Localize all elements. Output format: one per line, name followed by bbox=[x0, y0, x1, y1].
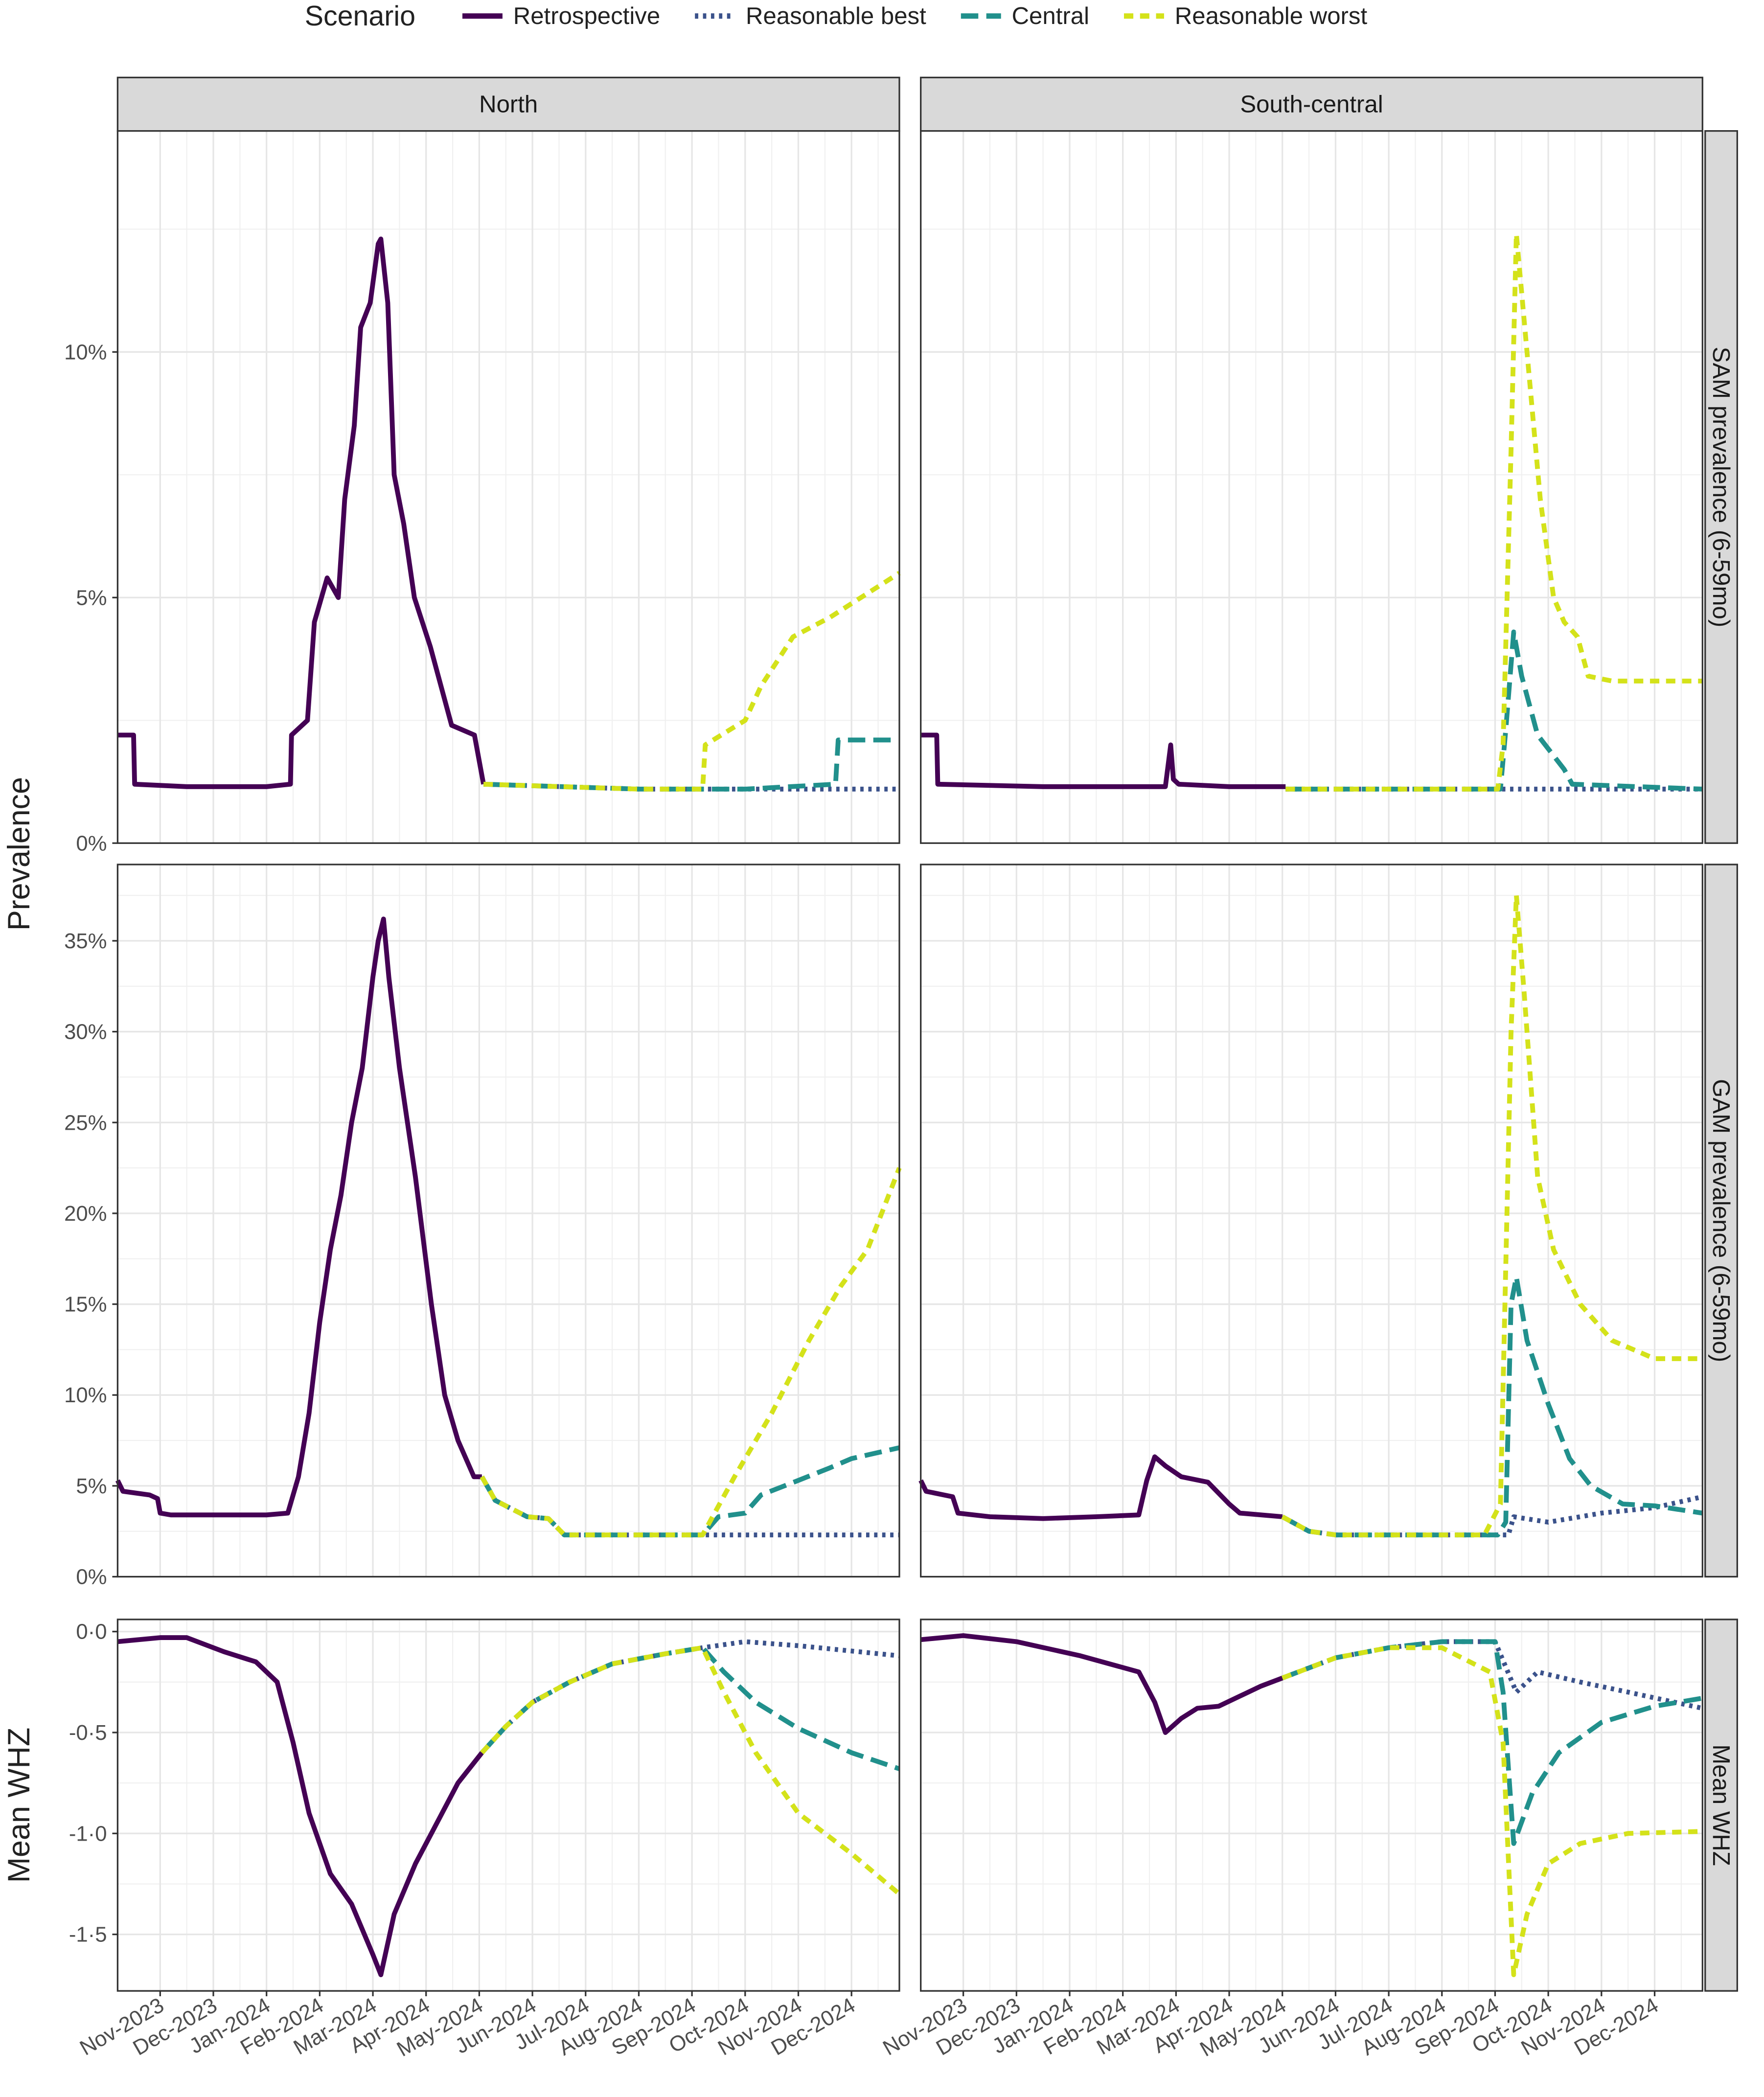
panel-background bbox=[117, 131, 900, 843]
strip-label: South-central bbox=[1240, 91, 1383, 117]
panel-background bbox=[117, 864, 900, 1577]
legend-title: Scenario bbox=[305, 0, 415, 32]
series-line bbox=[480, 1167, 902, 1538]
panel-border bbox=[116, 130, 900, 844]
panel bbox=[116, 1618, 901, 1992]
panel-border bbox=[920, 130, 1703, 844]
y-tick-label: 35% bbox=[64, 929, 107, 953]
panel bbox=[920, 1618, 1703, 1992]
strip bbox=[116, 76, 900, 132]
y-tick-label: 10% bbox=[64, 1383, 107, 1407]
series-line bbox=[1281, 1645, 1703, 1978]
y-tick-label: 20% bbox=[64, 1202, 107, 1226]
panel-border bbox=[116, 864, 900, 1578]
y-tick-label: 25% bbox=[64, 1111, 107, 1135]
strip bbox=[1704, 130, 1738, 844]
panel-border bbox=[116, 1618, 900, 1992]
panel-background bbox=[117, 1619, 900, 1991]
y-tick-label: 0% bbox=[76, 831, 107, 855]
series-line bbox=[918, 1454, 1283, 1521]
y-axis-title: Prevalence bbox=[2, 777, 36, 931]
y-tick-label: 5% bbox=[76, 1474, 107, 1498]
y-tick-label: -0·5 bbox=[69, 1721, 107, 1745]
series-line bbox=[480, 1645, 901, 1896]
series-line bbox=[1285, 231, 1703, 792]
strip-label: North bbox=[479, 91, 538, 117]
series-line bbox=[920, 1633, 1283, 1735]
series-line bbox=[483, 570, 901, 792]
strip-label: SAM prevalence (6-59mo) bbox=[1708, 347, 1734, 628]
series-line bbox=[1281, 893, 1703, 1538]
series-line bbox=[1281, 1494, 1703, 1538]
panel bbox=[918, 864, 1703, 1578]
y-tick-label: 10% bbox=[64, 340, 107, 364]
y-tick-label: -1·0 bbox=[69, 1822, 107, 1846]
legend-label: Retrospective bbox=[513, 3, 660, 29]
y-tick-label: -1·5 bbox=[69, 1923, 107, 1947]
y-tick-label: 5% bbox=[76, 586, 107, 610]
panel-background bbox=[920, 864, 1703, 1577]
strip-label: Mean WHZ bbox=[1708, 1744, 1734, 1866]
series-line bbox=[1281, 1639, 1703, 1711]
panel-border bbox=[920, 1618, 1703, 1992]
y-axis-title: Mean WHZ bbox=[2, 1728, 36, 1883]
series-line bbox=[117, 1635, 484, 1978]
legend-label: Reasonable best bbox=[746, 3, 926, 29]
panel bbox=[920, 130, 1703, 844]
panel-border bbox=[920, 864, 1703, 1578]
y-tick-label: 0% bbox=[76, 1565, 107, 1589]
series-line bbox=[920, 732, 1286, 789]
strip bbox=[1704, 864, 1738, 1578]
y-tick-label: 15% bbox=[64, 1293, 107, 1317]
series-line bbox=[480, 1445, 900, 1538]
series-line bbox=[117, 236, 486, 789]
panel bbox=[116, 130, 901, 844]
series-line bbox=[115, 916, 482, 1518]
y-tick-label: 0·0 bbox=[76, 1620, 107, 1644]
y-tick-label: 30% bbox=[64, 1020, 107, 1044]
legend-label: Reasonable worst bbox=[1175, 3, 1368, 29]
panel-background bbox=[920, 1619, 1703, 1991]
strip bbox=[1704, 1618, 1738, 1992]
panel bbox=[115, 864, 902, 1578]
strip-label: GAM prevalence (6-59mo) bbox=[1708, 1079, 1734, 1362]
strip bbox=[920, 76, 1703, 132]
panel-background bbox=[920, 131, 1703, 843]
legend-label: Central bbox=[1012, 3, 1089, 29]
